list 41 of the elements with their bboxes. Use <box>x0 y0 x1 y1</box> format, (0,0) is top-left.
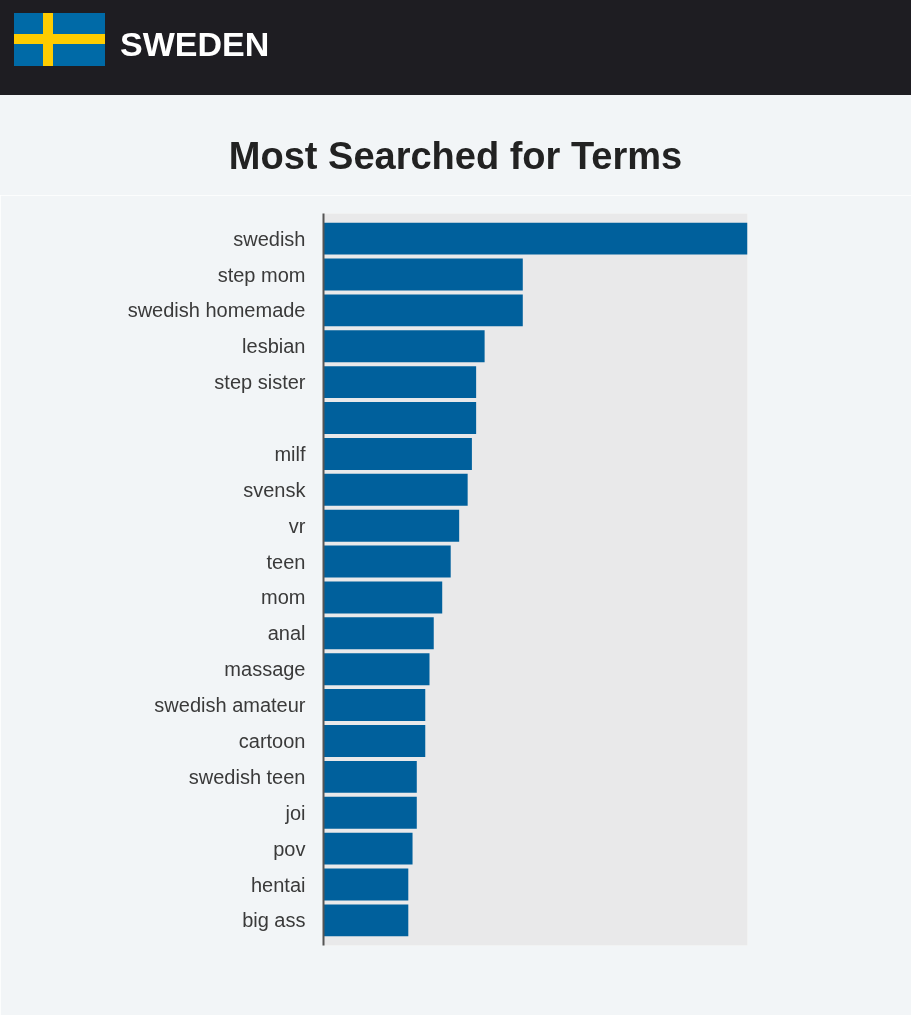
bar <box>323 760 417 793</box>
y-tick-label: big ass <box>242 909 306 932</box>
bar <box>323 330 485 363</box>
bar <box>323 402 477 434</box>
y-tick-label: hentai <box>251 873 306 896</box>
bar <box>323 904 409 937</box>
bar <box>323 545 451 578</box>
bar <box>323 796 417 829</box>
bar <box>323 832 413 865</box>
chart-title: SWEDEN <box>120 24 270 65</box>
y-tick-label: swedish <box>233 227 306 250</box>
bar <box>323 366 477 399</box>
y-tick-label: step sister <box>214 371 306 394</box>
y-tick-label: cartoon <box>238 729 306 752</box>
bar <box>323 581 443 614</box>
bar <box>323 294 523 327</box>
y-tick-label: anal <box>267 622 306 645</box>
y-tick-label: step mom <box>217 263 306 286</box>
bar <box>323 725 426 757</box>
y-tick-label: massage <box>224 658 306 681</box>
bar <box>323 868 409 901</box>
bar <box>323 222 748 255</box>
bar <box>323 437 472 470</box>
y-tick-label: pov <box>273 837 306 860</box>
chart-subtitle: Most Searched for Terms <box>0 95 911 195</box>
y-tick-label: vr <box>288 514 306 537</box>
y-tick-label: mom <box>261 586 306 609</box>
y-tick-label: swedish teen <box>188 765 306 788</box>
bar <box>323 473 468 506</box>
y-tick-label: swedish amateur <box>154 694 306 717</box>
y-tick-label: svensk <box>243 478 307 501</box>
y-tick-label: joi <box>284 801 306 824</box>
y-tick-label: milf <box>274 442 306 465</box>
bar <box>323 258 523 291</box>
bar <box>323 617 434 650</box>
y-tick-label: swedish homemade <box>127 299 306 322</box>
y-tick-label: teen <box>266 550 306 573</box>
bar <box>323 509 460 542</box>
y-tick-label: lesbian <box>242 335 306 358</box>
bar <box>323 653 430 686</box>
bar <box>323 689 426 722</box>
